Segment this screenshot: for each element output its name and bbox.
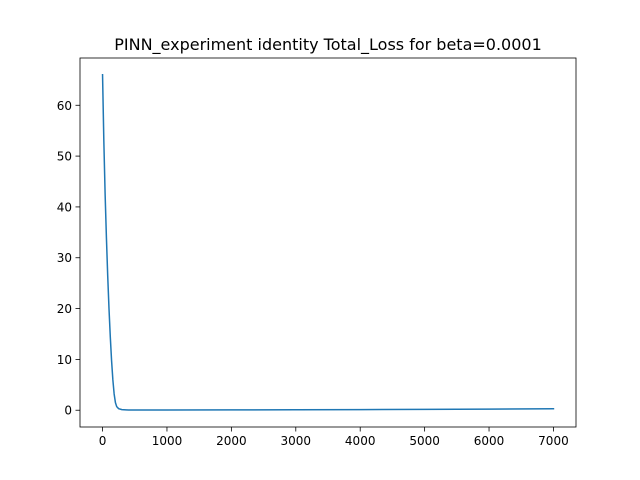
plot-frame xyxy=(79,57,577,428)
y-tick-label: 30 xyxy=(57,251,72,265)
y-tick-label: 40 xyxy=(57,200,72,214)
y-tick-label: 20 xyxy=(57,302,72,316)
series-layer xyxy=(101,74,555,411)
x-tick-label: 3000 xyxy=(281,434,312,448)
x-tick-label: 2000 xyxy=(216,434,247,448)
y-tick-label: 0 xyxy=(64,404,72,418)
y-tick-label: 50 xyxy=(57,150,72,164)
x-tick-label: 5000 xyxy=(409,434,440,448)
x-tick-label: 1000 xyxy=(152,434,183,448)
x-axis: 0 1000 2000 3000 4000 5000 6000 7000 xyxy=(99,427,569,448)
x-tick-label: 4000 xyxy=(345,434,376,448)
plot-area xyxy=(80,58,576,427)
series-line-0 xyxy=(101,74,555,411)
x-tick-label: 0 xyxy=(99,434,107,448)
chart-title: PINN_experiment identity Total_Loss for … xyxy=(114,35,542,55)
y-tick-label: 10 xyxy=(57,353,72,367)
x-tick-label: 7000 xyxy=(538,434,569,448)
x-tick-label: 6000 xyxy=(474,434,505,448)
y-axis: 0 10 20 30 40 50 60 xyxy=(57,99,80,418)
y-tick-label: 60 xyxy=(57,99,72,113)
